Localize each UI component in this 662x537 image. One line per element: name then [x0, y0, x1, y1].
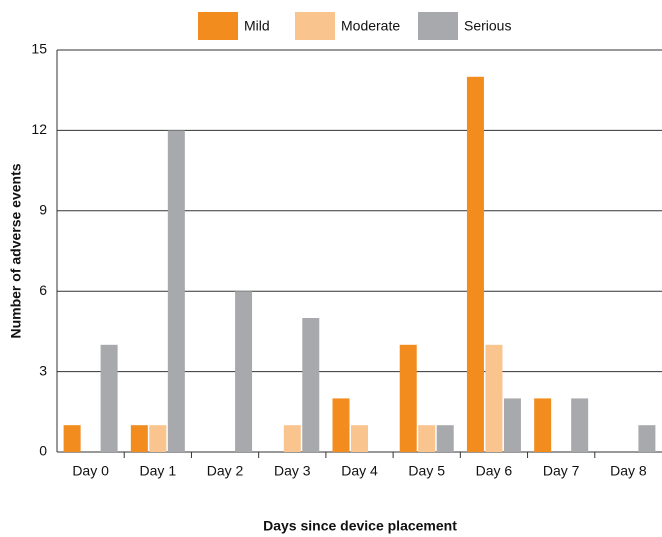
x-tick-label: Day 5	[408, 463, 445, 479]
y-tick-label: 15	[31, 41, 47, 57]
y-tick-label: 0	[39, 443, 47, 459]
x-tick-label: Day 6	[476, 463, 513, 479]
x-tick-label: Day 8	[610, 463, 647, 479]
legend-swatch	[418, 12, 458, 40]
bar	[638, 425, 656, 452]
x-tick-label: Day 0	[72, 463, 109, 479]
legend-swatch	[295, 12, 335, 40]
bar	[100, 344, 118, 452]
bar	[503, 398, 521, 452]
y-tick-label: 12	[31, 121, 47, 137]
bar	[332, 398, 350, 452]
x-tick-label: Day 7	[543, 463, 580, 479]
bar	[283, 425, 301, 452]
x-axis-title: Days since device placement	[263, 518, 457, 534]
legend-label: Moderate	[341, 18, 400, 34]
legend-label: Mild	[244, 18, 270, 34]
bar	[302, 318, 320, 452]
bar	[167, 130, 185, 452]
bar	[485, 344, 503, 452]
bar	[149, 425, 167, 452]
y-tick-label: 9	[39, 202, 47, 218]
bar	[351, 425, 368, 452]
y-axis-title: Number of adverse events	[8, 163, 24, 338]
x-tick-label: Day 3	[274, 463, 311, 479]
x-tick-label: Day 1	[140, 463, 177, 479]
y-tick-label: 3	[39, 362, 47, 378]
legend-label: Serious	[464, 18, 511, 34]
x-tick-label: Day 2	[207, 463, 244, 479]
bar	[63, 425, 81, 452]
x-tick-label: Day 4	[341, 463, 378, 479]
bar	[571, 398, 589, 452]
bar	[399, 344, 417, 452]
bar	[466, 76, 484, 453]
bar	[418, 425, 436, 452]
legend-swatch	[198, 12, 238, 40]
bar	[235, 291, 253, 452]
bar	[534, 398, 552, 452]
bar	[436, 425, 454, 452]
y-tick-label: 6	[39, 282, 47, 298]
bar	[130, 425, 148, 452]
